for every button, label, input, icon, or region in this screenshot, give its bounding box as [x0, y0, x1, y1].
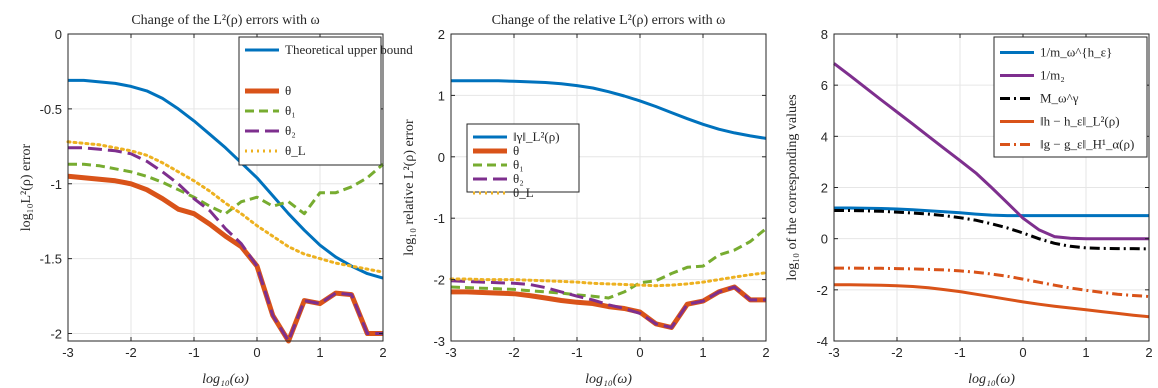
- x-tick-label: -3: [62, 345, 74, 360]
- axes-box: [67, 33, 384, 342]
- series-line-5: [449, 271, 768, 288]
- x-tick-label: 2: [379, 345, 386, 360]
- chart-title: Change of the relative L²(ρ) errors with…: [492, 13, 726, 28]
- series-line-3: [450, 227, 767, 300]
- chart-2: -3 -2 -1 0 1 2 2 1 0 -1 -2 -3 Change of the relative…: [402, 13, 770, 387]
- chart-3: -3 -2 -1 0 1 2 8 6 4 2 0 -2 -4 log₁₀(ω) log₁₀ of the c…: [785, 27, 1153, 387]
- x-tick-label: -2: [125, 345, 137, 360]
- legend-box: [466, 123, 580, 193]
- x-tick-label: 0: [636, 345, 643, 360]
- y-tick-label: 6: [821, 78, 828, 93]
- y-tick-label: -4: [816, 334, 828, 349]
- legend-label-5: θ_L: [285, 143, 306, 158]
- y-tick-label: -2: [816, 283, 828, 298]
- x-tick-label: -3: [828, 345, 840, 360]
- y-tick-label: 0: [821, 232, 828, 247]
- y-tick-label: -2: [433, 273, 445, 288]
- series-line-3: [834, 209, 1150, 251]
- y-tick-label: 0: [55, 27, 62, 42]
- y-tick-label: -2: [50, 327, 62, 342]
- legend-label-1: ‖γ‖_L²(ρ): [513, 129, 560, 144]
- x-axis-label: log₁₀(ω): [585, 372, 632, 387]
- y-tick-label: 0: [438, 150, 445, 165]
- x-tick-label: 2: [762, 345, 769, 360]
- legend-label-5: ‖g − g_ε‖_H¹_α(ρ): [1040, 137, 1134, 152]
- y-tick-label: 1: [438, 88, 445, 103]
- x-tick-label: -1: [188, 345, 200, 360]
- legend-label-1: Theoretical upper bound: [285, 42, 413, 57]
- x-tick-label: 1: [1082, 345, 1089, 360]
- y-axis-label: log₁₀L²(ρ) error: [19, 143, 34, 231]
- axes-box: [450, 33, 767, 342]
- x-tick-label: -3: [445, 345, 457, 360]
- x-tick-label: 2: [1145, 345, 1152, 360]
- series-line-1: [68, 78, 384, 280]
- y-axis-label: log₁₀ of the corresponding values: [785, 94, 800, 280]
- x-tick-label: -1: [954, 345, 966, 360]
- legend: Theoretical upper bound θ θ₁ θ₂ θ_L: [238, 36, 413, 166]
- legend-label-3: θ₁: [285, 103, 296, 118]
- x-tick-label: -1: [571, 345, 583, 360]
- x-tick-label: -2: [508, 345, 520, 360]
- series-line-4: [68, 146, 383, 343]
- legend-label-2: 1/m₂: [1040, 68, 1065, 83]
- legend-label-4: θ₂: [285, 123, 296, 138]
- legend-label-4: θ₂: [513, 171, 524, 186]
- series-line-2: [833, 62, 1149, 241]
- y-tick-label: -3: [433, 334, 445, 349]
- y-tick-label: 4: [821, 129, 828, 144]
- series-line-4: [450, 279, 766, 329]
- x-tick-label: -2: [891, 345, 903, 360]
- legend-label-4: ‖h − h_ε‖_L²(ρ): [1040, 114, 1120, 129]
- legend-label-1: 1/m_ω^{h_ε}: [1040, 45, 1112, 60]
- series-line-1: [451, 79, 767, 140]
- legend-label-3: M_ω^γ: [1040, 91, 1079, 106]
- x-tick-label: 1: [699, 345, 706, 360]
- series-line-1: [834, 206, 1149, 218]
- x-tick-label: 0: [253, 345, 260, 360]
- legend-label-3: θ₁: [513, 157, 524, 172]
- series-line-3: [68, 162, 384, 216]
- legend-box: [993, 36, 1148, 158]
- series-line-4: [834, 283, 1150, 319]
- legend-label-2: θ: [285, 83, 291, 98]
- x-axis-label: log₁₀(ω): [968, 372, 1015, 387]
- chart-title: Change of the L²(ρ) errors with ω: [131, 13, 319, 28]
- series-line-5: [834, 266, 1150, 298]
- x-tick-label: 0: [1019, 345, 1026, 360]
- y-axis-label: log₁₀ relative L²(ρ) error: [402, 119, 417, 256]
- legend-label-2: θ: [513, 143, 519, 158]
- legend-box: [238, 36, 382, 166]
- y-tick-label: -0.5: [40, 102, 62, 117]
- y-tick-label: -1.5: [40, 252, 62, 267]
- y-tick-label: 2: [438, 27, 445, 42]
- y-tick-label: 2: [821, 181, 828, 196]
- y-tick-label: 8: [821, 27, 828, 42]
- legend: 1/m_ω^{h_ε} 1/m₂ M_ω^γ ‖h − h_ε‖_L²(ρ) ‖g − …: [993, 36, 1148, 158]
- x-axis-label: log₁₀(ω): [202, 372, 249, 387]
- y-tick-label: -1: [50, 177, 62, 192]
- legend-label-5: θ_L: [513, 185, 534, 200]
- y-tick-label: -1: [433, 211, 445, 226]
- series-line-5: [66, 140, 385, 274]
- x-tick-label: 1: [316, 345, 323, 360]
